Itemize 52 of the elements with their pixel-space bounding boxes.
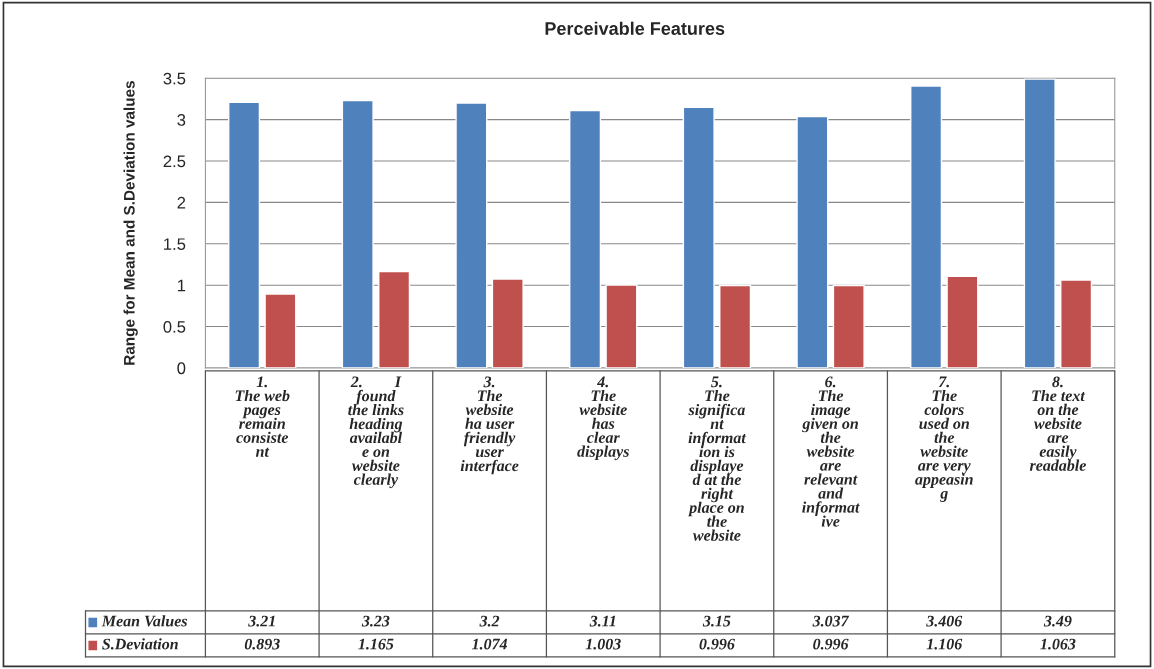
x-tick-label: 8. The text on the website are easily readable xyxy=(1029,376,1086,471)
y-tick-label: 0 xyxy=(177,362,186,375)
bar xyxy=(455,102,488,368)
y-tick-label: 0.5 xyxy=(163,320,186,333)
bar xyxy=(264,293,297,368)
data-label: 1.063 xyxy=(1040,638,1076,650)
chart-title: Perceivable Features xyxy=(545,21,725,35)
bar xyxy=(378,270,411,368)
category-label: 5. The significa nt informat ion is displaye d at the right place on the website xyxy=(688,376,747,541)
bar xyxy=(946,275,979,368)
bar xyxy=(1060,279,1093,368)
data-label: 1.003 xyxy=(585,638,621,650)
data-label: 3.49 xyxy=(1043,615,1072,627)
legend-label: Mean Values xyxy=(101,615,188,627)
y-tick-label: 1.5 xyxy=(164,238,186,251)
x-tick-label: 4. The website has clear displays xyxy=(577,376,629,461)
x-tick-label: 2. I found the links heading availabl e on website clearly xyxy=(348,376,404,489)
y-tick-label: 3.5 xyxy=(163,72,186,85)
bar xyxy=(682,106,715,368)
bar xyxy=(491,278,524,368)
bar xyxy=(1023,78,1056,368)
data-label: 3.11 xyxy=(589,615,616,627)
bar xyxy=(569,109,602,368)
bar xyxy=(605,284,638,368)
data-label: 3.037 xyxy=(812,615,850,627)
data-label: 1.106 xyxy=(926,638,963,650)
bar xyxy=(910,85,943,368)
x-tick-label: 1. The web pages remain consiste nt xyxy=(235,376,290,457)
y-axis-title: Range for Mean and S.Deviation values xyxy=(123,81,138,365)
data-label: 1.074 xyxy=(471,638,508,650)
y-tick-label: 1 xyxy=(177,279,186,292)
data-label: 0.893 xyxy=(244,638,280,650)
bar xyxy=(719,284,752,368)
bar xyxy=(796,115,829,368)
bar xyxy=(228,101,261,368)
category-label: 7. The colors used on the website are very appeasin g xyxy=(915,376,973,502)
y-tick-label: 2 xyxy=(177,196,186,209)
y-tick-label: 3 xyxy=(177,114,186,126)
y-tick-label: 2.5 xyxy=(163,155,186,168)
x-tick-label: 3. The website ha user friendly user interface xyxy=(460,376,519,475)
data-label: 1.165 xyxy=(358,638,394,650)
bar xyxy=(341,99,374,368)
category-label: 6. The image given on the website are relevant and informat ive xyxy=(802,376,860,527)
data-label: 0.996 xyxy=(699,638,735,650)
data-label: 3.2 xyxy=(479,615,500,627)
legend-label: S.Deviation xyxy=(102,638,178,650)
data-label: 3.21 xyxy=(248,615,275,627)
data-label: 3.23 xyxy=(361,615,390,627)
bar xyxy=(832,284,865,368)
data-label: 3.406 xyxy=(926,615,963,627)
data-label: 0.996 xyxy=(813,638,849,650)
data-label: 3.15 xyxy=(702,615,731,627)
